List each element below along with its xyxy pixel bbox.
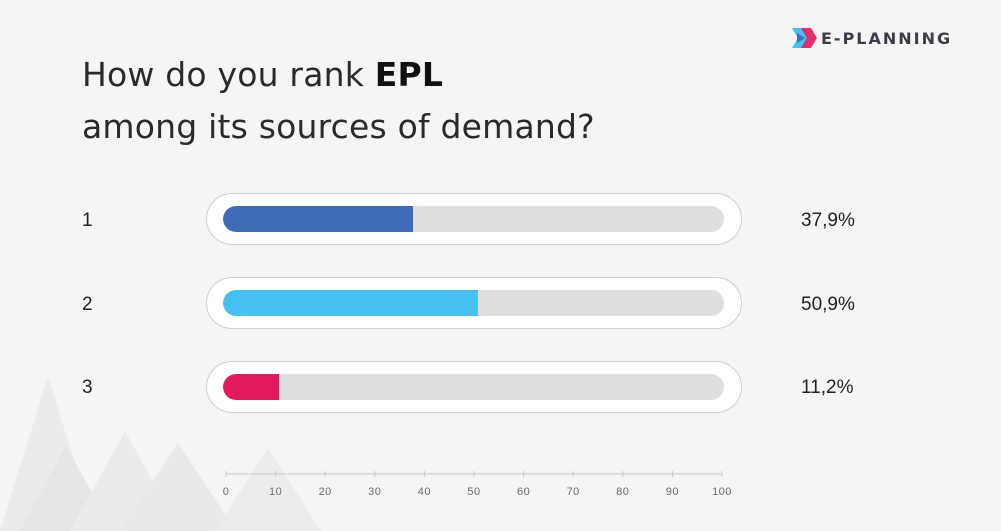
bar-track-1: [206, 193, 742, 245]
x-tick-label: 10: [269, 486, 282, 498]
chart-title: How do you rank EPL among its sources of …: [82, 49, 595, 153]
bar-fill-3: [223, 374, 280, 400]
value-label-1: 37,9%: [801, 210, 855, 231]
x-tick-label: 100: [712, 486, 732, 498]
bar-track-inner-2: [223, 290, 724, 316]
x-tick-label: 40: [418, 486, 431, 498]
bar-fill-2: [223, 290, 478, 316]
x-tick-label: 20: [319, 486, 332, 498]
rank-label-1: 1: [82, 210, 93, 231]
bar-track-3: [206, 361, 742, 413]
rank-label-2: 2: [82, 294, 93, 315]
x-tick-label: 50: [467, 486, 480, 498]
x-tick-label: 80: [616, 486, 629, 498]
title-line2: among its sources of demand?: [82, 107, 595, 146]
x-tick-label: 90: [666, 486, 679, 498]
brand-name: E-PLANNING: [821, 28, 953, 48]
value-label-2: 50,9%: [801, 294, 855, 315]
bar-track-2: [206, 277, 742, 329]
title-line1-prefix: How do you rank: [82, 55, 375, 94]
title-line1-bold: EPL: [374, 55, 444, 94]
brand-logo: E-PLANNING: [791, 27, 952, 49]
bar-fill-1: [223, 206, 413, 232]
x-tick-label: 70: [567, 486, 580, 498]
x-tick-label: 60: [517, 486, 530, 498]
bar-track-inner-3: [223, 374, 724, 400]
value-label-3: 11,2%: [801, 377, 854, 398]
x-tick-label: 30: [368, 486, 381, 498]
bar-track-inner-1: [223, 206, 724, 232]
x-tick-label: 0: [223, 486, 230, 498]
rank-label-3: 3: [82, 377, 93, 398]
e-planning-logo-icon: [792, 28, 817, 48]
